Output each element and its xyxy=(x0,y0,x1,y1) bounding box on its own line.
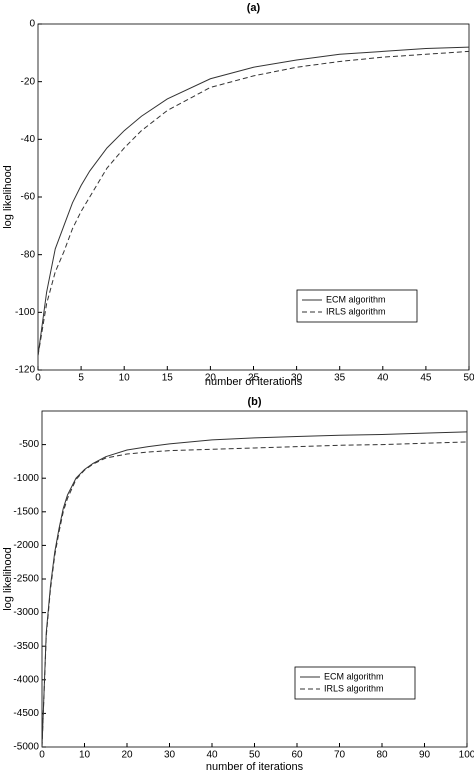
y-tick-label: -4000 xyxy=(13,674,39,685)
x-tick-label: 40 xyxy=(377,373,389,384)
line-series xyxy=(37,46,470,356)
line-series xyxy=(37,50,470,356)
x-tick-label: 15 xyxy=(162,373,174,384)
y-tick-label: -20 xyxy=(21,76,36,87)
x-tick-label: 20 xyxy=(121,750,133,761)
x-tick-label: 50 xyxy=(249,750,261,761)
legend-box xyxy=(294,666,416,700)
y-tick-label: -120 xyxy=(15,365,35,376)
x-axis-label: number of iterations xyxy=(205,376,303,388)
legend-label: ECM algorithm xyxy=(324,671,384,681)
y-tick-label: -3500 xyxy=(13,641,39,652)
x-axis-label: number of iterations xyxy=(206,761,304,773)
x-tick-label: 20 xyxy=(205,373,217,384)
y-axis-label: log likelihood xyxy=(2,547,14,611)
legend-box xyxy=(296,289,418,323)
chart-title: (a) xyxy=(247,2,261,14)
y-tick-label: -80 xyxy=(21,249,36,260)
y-tick-label: -500 xyxy=(19,439,39,450)
x-tick-label: 100 xyxy=(459,750,474,761)
x-tick-label: 40 xyxy=(206,750,218,761)
x-tick-label: 50 xyxy=(463,373,474,384)
y-tick-label: -2000 xyxy=(13,540,39,551)
line-series xyxy=(41,441,468,748)
x-tick-label: 70 xyxy=(334,750,346,761)
x-tick-label: 0 xyxy=(39,750,45,761)
y-tick-label: -40 xyxy=(21,134,36,145)
chart-title: (b) xyxy=(247,396,261,408)
y-tick-label: -5000 xyxy=(13,742,39,753)
line-series xyxy=(41,431,468,748)
y-tick-label: 0 xyxy=(29,19,35,30)
x-tick-label: 10 xyxy=(119,373,131,384)
y-tick-label: -100 xyxy=(15,307,35,318)
legend-label: ECM algorithm xyxy=(326,294,386,304)
y-axis-label: log likelihood xyxy=(2,165,14,229)
x-tick-label: 80 xyxy=(376,750,388,761)
y-tick-label: -1500 xyxy=(13,506,39,517)
y-tick-label: -60 xyxy=(21,192,36,203)
x-tick-label: 0 xyxy=(35,373,41,384)
x-tick-label: 45 xyxy=(420,373,432,384)
legend-label: IRLS algorithm xyxy=(324,683,384,693)
x-tick-label: 5 xyxy=(78,373,84,384)
x-tick-label: 30 xyxy=(164,750,176,761)
x-tick-label: 30 xyxy=(291,373,303,384)
y-tick-label: -3000 xyxy=(13,607,39,618)
legend-label: IRLS algorithm xyxy=(326,306,386,316)
x-tick-label: 25 xyxy=(248,373,260,384)
y-tick-label: -1000 xyxy=(13,473,39,484)
x-tick-label: 10 xyxy=(79,750,91,761)
y-tick-label: -4500 xyxy=(13,708,39,719)
x-tick-label: 90 xyxy=(419,750,431,761)
y-tick-label: -2500 xyxy=(13,574,39,585)
x-tick-label: 60 xyxy=(291,750,303,761)
x-tick-label: 35 xyxy=(334,373,346,384)
